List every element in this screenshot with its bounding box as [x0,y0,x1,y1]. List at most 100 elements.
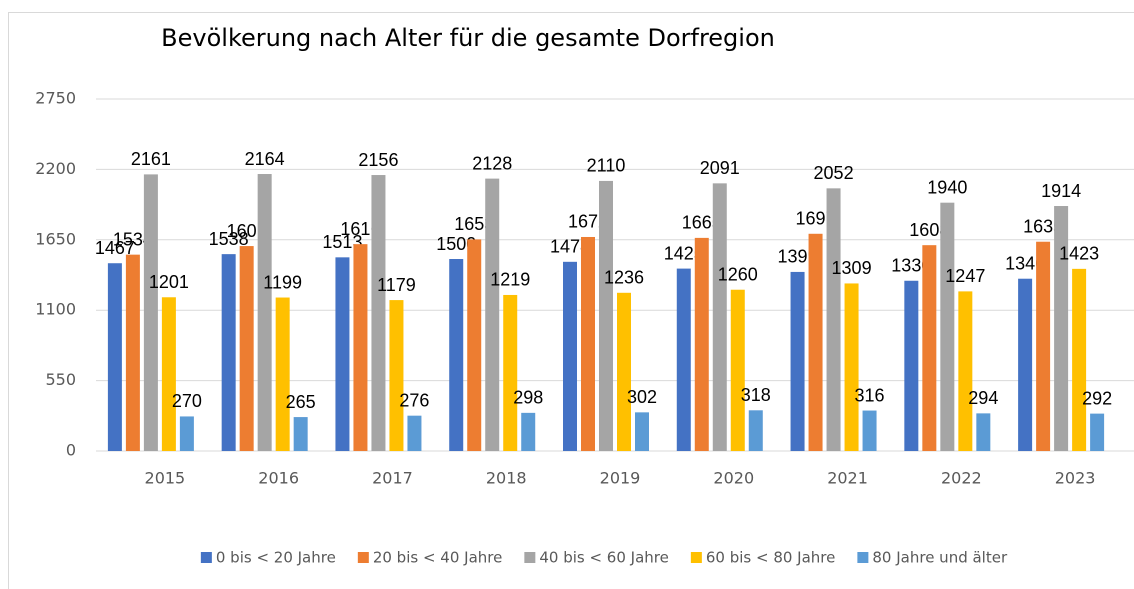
data-label: 276 [399,390,429,410]
data-label: 2156 [358,150,398,170]
data-label: 1608 [909,220,949,240]
data-label: 1260 [718,264,758,284]
x-tick-label: 2020 [713,469,754,488]
data-label: 1423 [1059,244,1099,264]
legend-label: 80 Jahre und älter [872,549,1008,567]
x-tick-label: 2017 [372,469,413,488]
data-label: 1672 [568,212,608,232]
data-label: 292 [1082,388,1112,408]
data-label: 294 [968,388,998,408]
data-label: 1247 [945,266,985,286]
y-tick-label: 1650 [35,229,76,248]
legend-swatch [690,552,702,563]
data-label: 1309 [832,258,872,278]
data-label: 2091 [700,158,740,178]
data-label: 1697 [796,209,836,229]
bar [389,300,404,451]
bar [353,244,368,451]
data-label: 1534 [113,229,153,249]
bar [581,236,595,451]
data-label: 302 [627,387,657,407]
data-label: 1236 [604,268,644,288]
x-tick-label: 2021 [827,469,868,488]
bar [161,297,176,451]
bar [730,289,745,451]
data-label: 1538 [209,229,249,249]
legend-label: 60 bis < 80 Jahre [706,549,836,567]
data-label: 1616 [340,219,380,239]
legend-swatch [524,552,536,563]
bar [808,233,823,451]
data-label: 316 [855,385,885,405]
bar [676,268,691,451]
data-label: 1219 [490,270,530,290]
y-tick-label: 1100 [35,300,76,319]
x-tick-label: 2023 [1055,469,1096,488]
bar [107,263,122,451]
bar [371,175,386,452]
data-label: 1399 [778,247,818,267]
x-tick-label: 2015 [145,469,186,488]
bar [862,410,877,451]
bar [143,174,158,451]
bar [335,257,350,451]
bar [485,178,500,451]
y-tick-label: 550 [45,370,76,389]
legend-swatch [357,552,369,563]
bar [125,254,140,451]
legend-label: 20 bis < 40 Jahre [373,549,503,567]
data-label: 1346 [1005,253,1045,273]
bar [179,416,194,451]
x-tick-label: 2018 [486,469,527,488]
data-label: 265 [286,392,316,412]
bar [844,283,859,451]
data-label: 2128 [472,153,512,173]
data-label: 1199 [263,272,302,292]
bar [617,292,631,451]
data-label: 298 [513,388,543,408]
legend: 0 bis < 20 Jahre 20 bis < 40 Jahre 40 bis … [200,549,1008,567]
bar [694,237,709,451]
data-label: 1914 [1041,181,1081,201]
x-tick-label: 2019 [600,469,641,488]
bar [826,188,841,451]
bar [790,271,805,451]
bar [635,412,649,451]
bar [904,280,919,451]
data-label: 1940 [927,177,967,197]
data-label: 318 [741,385,771,405]
bar [239,246,254,451]
bar [563,261,577,451]
bar [221,254,236,451]
data-label: 1201 [149,272,189,292]
bar [1072,268,1087,451]
bar [407,415,422,451]
bar [599,180,613,452]
bar [1018,278,1033,451]
data-label: 1500 [436,234,476,254]
y-tick-label: 2200 [35,159,76,178]
bar [748,410,763,451]
bar [275,297,290,451]
bar [922,245,937,451]
bar [712,183,727,452]
legend-label: 0 bis < 20 Jahre [216,549,336,567]
data-label: 1601 [227,221,267,241]
data-label: 2052 [814,163,854,183]
x-tick-label: 2016 [258,469,299,488]
data-label: 1425 [664,243,704,263]
bar [467,239,482,451]
data-label: 1653 [454,214,494,234]
legend-swatch [200,552,212,563]
y-tick-label: 2750 [35,89,76,108]
bar [940,202,955,451]
chart-title: Bevölkerung nach Alter für die gesamte D… [161,24,775,52]
data-label: 1330 [891,256,931,276]
bar [1036,241,1051,451]
legend-label: 40 bis < 60 Jahre [539,549,669,567]
data-label: 2161 [131,149,171,169]
bar [976,413,991,451]
bar [293,417,308,451]
data-label: 2110 [587,156,626,176]
